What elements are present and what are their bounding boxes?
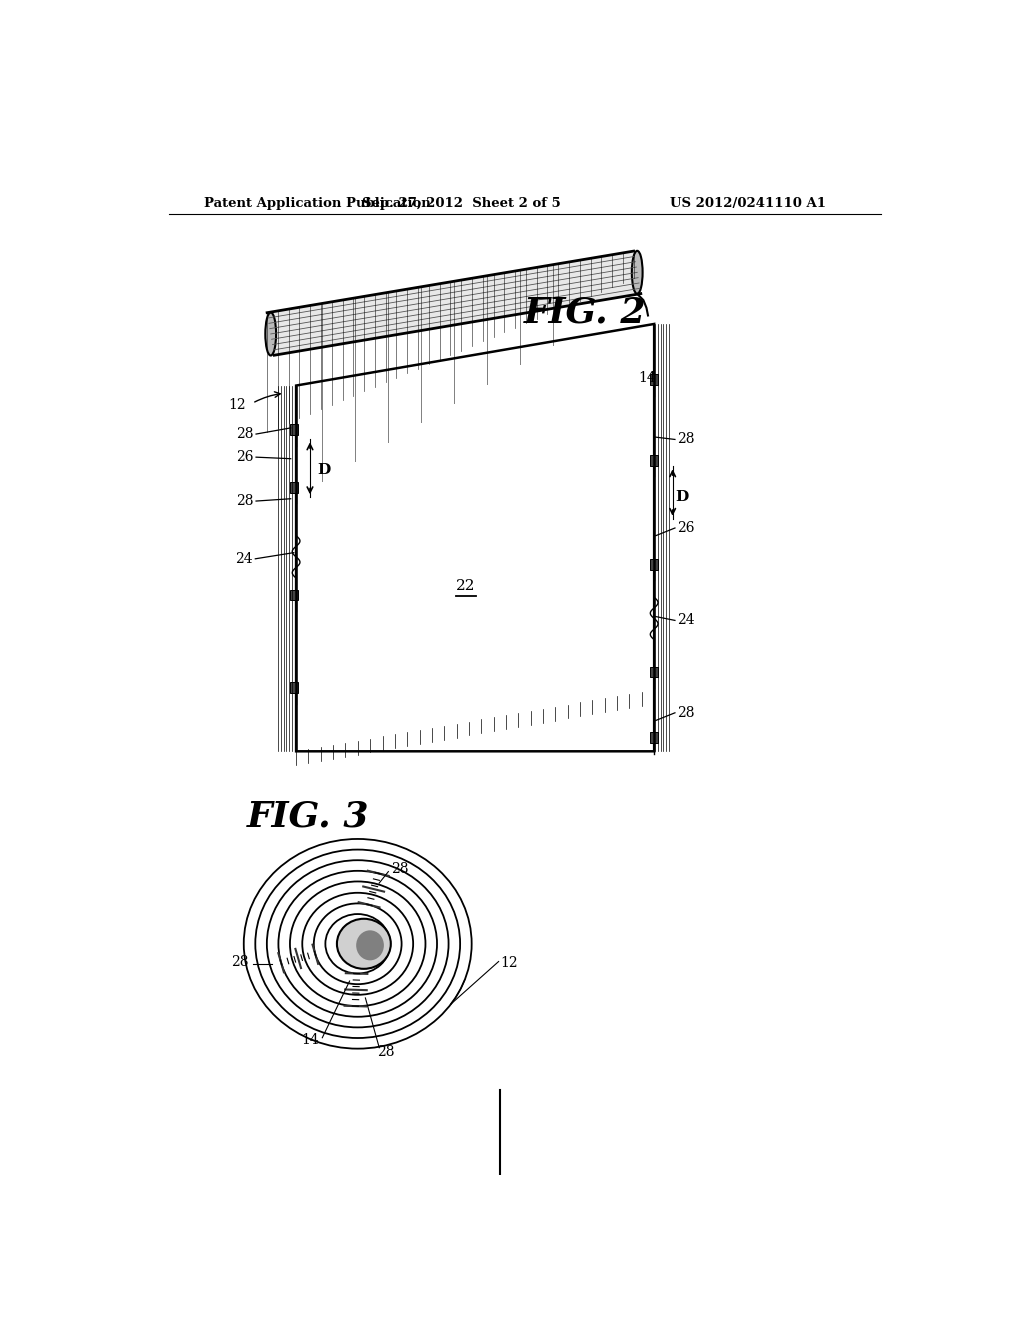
Polygon shape <box>267 251 641 355</box>
Text: 28: 28 <box>391 862 409 876</box>
Text: D: D <box>316 463 330 478</box>
Text: 14: 14 <box>301 1034 319 1047</box>
Ellipse shape <box>632 251 643 294</box>
Text: 12: 12 <box>228 397 246 412</box>
Bar <box>650 558 658 570</box>
Bar <box>650 733 658 743</box>
Bar <box>290 482 298 492</box>
Text: 26: 26 <box>237 450 254 465</box>
Ellipse shape <box>337 919 391 969</box>
Bar <box>290 590 298 601</box>
Text: 28: 28 <box>377 1044 394 1059</box>
Text: 28: 28 <box>677 433 694 446</box>
Text: 28: 28 <box>231 954 249 969</box>
Text: 28: 28 <box>237 494 254 508</box>
Text: 28: 28 <box>237 428 254 441</box>
Bar <box>650 667 658 677</box>
Text: 14: 14 <box>639 371 656 385</box>
Bar <box>650 455 658 466</box>
Text: FIG. 2: FIG. 2 <box>523 296 646 330</box>
Text: FIG. 3: FIG. 3 <box>247 800 369 834</box>
Ellipse shape <box>356 931 384 961</box>
Bar <box>290 424 298 434</box>
Text: 26: 26 <box>677 521 694 535</box>
Text: 22: 22 <box>456 578 475 593</box>
Text: 28: 28 <box>677 706 694 719</box>
Ellipse shape <box>265 313 276 355</box>
Text: Patent Application Publication: Patent Application Publication <box>204 197 430 210</box>
Text: US 2012/0241110 A1: US 2012/0241110 A1 <box>670 197 825 210</box>
Bar <box>290 682 298 693</box>
Text: 24: 24 <box>677 614 695 627</box>
Text: 12: 12 <box>500 956 518 970</box>
Text: D: D <box>676 490 689 504</box>
Text: Sep. 27, 2012  Sheet 2 of 5: Sep. 27, 2012 Sheet 2 of 5 <box>362 197 561 210</box>
Bar <box>650 374 658 385</box>
Text: 24: 24 <box>234 552 252 566</box>
